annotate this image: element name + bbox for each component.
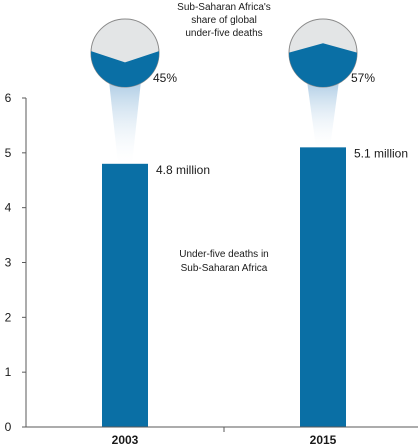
share-pie: 45%: [90, 18, 177, 88]
y-tick-label: 3: [5, 256, 12, 270]
y-tick-label: 5: [5, 146, 12, 160]
share-title-line-1: Sub-Saharan Africa's: [177, 2, 271, 13]
bars: 4.8 million 2003 5.1 million 2015: [102, 146, 408, 447]
bar-2015: [300, 147, 346, 427]
beams: [109, 81, 339, 164]
y-tick-label: 1: [5, 365, 12, 379]
share-pies: 45% 57%: [90, 18, 375, 88]
x-category-label: 2003: [112, 433, 139, 447]
share-pie: 57%: [288, 18, 375, 88]
share-percent-label: 57%: [351, 71, 375, 85]
y-tick-label: 6: [5, 91, 12, 105]
spotlight-beam: [307, 81, 339, 148]
spotlight-beam: [109, 81, 141, 164]
share-percent-label: 45%: [153, 71, 177, 85]
y-tick-label: 4: [5, 201, 12, 215]
pie-share-fill: [289, 43, 357, 87]
x-category-label: 2015: [310, 433, 337, 447]
share-title-line-2: share of global: [191, 15, 257, 26]
bar-annotation-line-2: Sub-Saharan Africa: [181, 263, 268, 274]
y-axis-ticks: 0 1 2 3 4 5 6: [5, 91, 26, 434]
y-tick-label: 0: [5, 420, 12, 434]
share-title-line-3: under-five deaths: [185, 28, 262, 39]
y-tick-label: 2: [5, 310, 12, 324]
pie-share-fill: [91, 50, 159, 87]
bar-value-label: 5.1 million: [354, 146, 408, 160]
bar-annotation-line-1: Under-five deaths in: [179, 249, 269, 260]
bar-2003: [102, 163, 148, 428]
bar-value-label: 4.8 million: [156, 163, 210, 177]
